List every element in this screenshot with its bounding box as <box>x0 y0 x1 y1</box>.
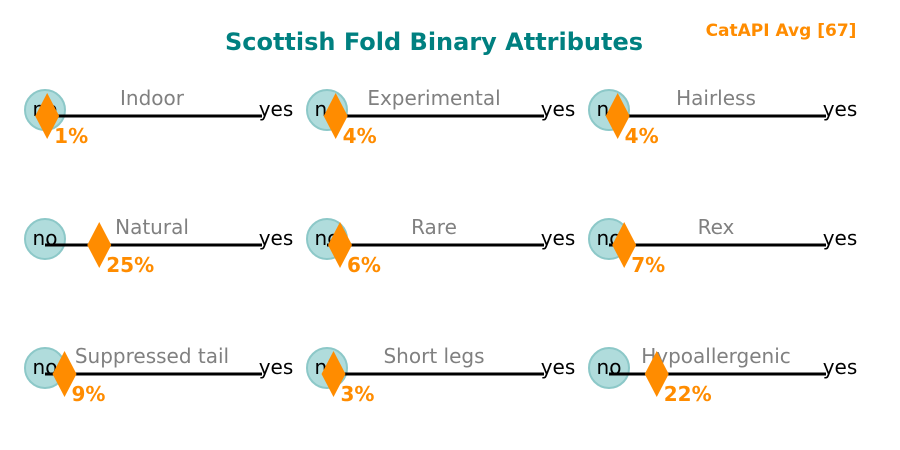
yes-label: yes <box>823 355 858 379</box>
value-label: 25% <box>106 253 154 277</box>
chart-title: Scottish Fold Binary Attributes <box>225 28 643 56</box>
no-circle <box>588 347 630 389</box>
attribute-label: Natural <box>115 215 189 239</box>
attribute-panel-hypoallergenic: Hypoallergenic no yes 22% <box>588 344 858 406</box>
value-marker <box>612 222 637 268</box>
attribute-label: Hairless <box>676 86 756 110</box>
attribute-label: Experimental <box>367 86 500 110</box>
yes-label: yes <box>259 97 294 121</box>
value-label: 3% <box>341 382 375 406</box>
value-marker <box>87 222 112 268</box>
value-marker <box>605 93 630 139</box>
value-label: 9% <box>72 382 106 406</box>
yes-label: yes <box>541 226 576 250</box>
attribute-panel-indoor: Indoornoyes1% <box>24 86 294 148</box>
value-marker <box>35 93 60 139</box>
yes-label: yes <box>259 226 294 250</box>
yes-label: yes <box>541 97 576 121</box>
attribute-label: Rare <box>411 215 457 239</box>
value-label: 4% <box>625 124 659 148</box>
value-label: 6% <box>347 253 381 277</box>
value-marker <box>321 351 346 397</box>
value-marker <box>328 222 353 268</box>
yes-label: yes <box>259 355 294 379</box>
value-label: 7% <box>631 253 665 277</box>
value-label: 22% <box>664 382 712 406</box>
attribute-panels: Indoornoyes1%Experimentalnoyes4%Hairless… <box>24 86 858 406</box>
attribute-panel-short-legs: Short legsnoyes3% <box>306 344 576 406</box>
no-label: no <box>597 355 622 379</box>
attribute-label: Rex <box>698 215 735 239</box>
value-label: 1% <box>54 124 88 148</box>
value-label: 4% <box>343 124 377 148</box>
value-marker <box>323 93 348 139</box>
no-circle <box>24 218 66 260</box>
attribute-label: Short legs <box>383 344 484 368</box>
attribute-label: Indoor <box>120 86 185 110</box>
yes-label: yes <box>823 226 858 250</box>
yes-label: yes <box>541 355 576 379</box>
value-marker <box>644 351 669 397</box>
value-marker <box>52 351 77 397</box>
catapi-average-annotation: CatAPI Avg [67] <box>706 21 857 41</box>
attribute-label: Hypoallergenic <box>641 344 791 368</box>
attribute-label: Suppressed tail <box>75 344 229 368</box>
no-label: no <box>33 226 58 250</box>
yes-label: yes <box>823 97 858 121</box>
attribute-panel-natural: Natural no yes 25% <box>24 215 294 277</box>
